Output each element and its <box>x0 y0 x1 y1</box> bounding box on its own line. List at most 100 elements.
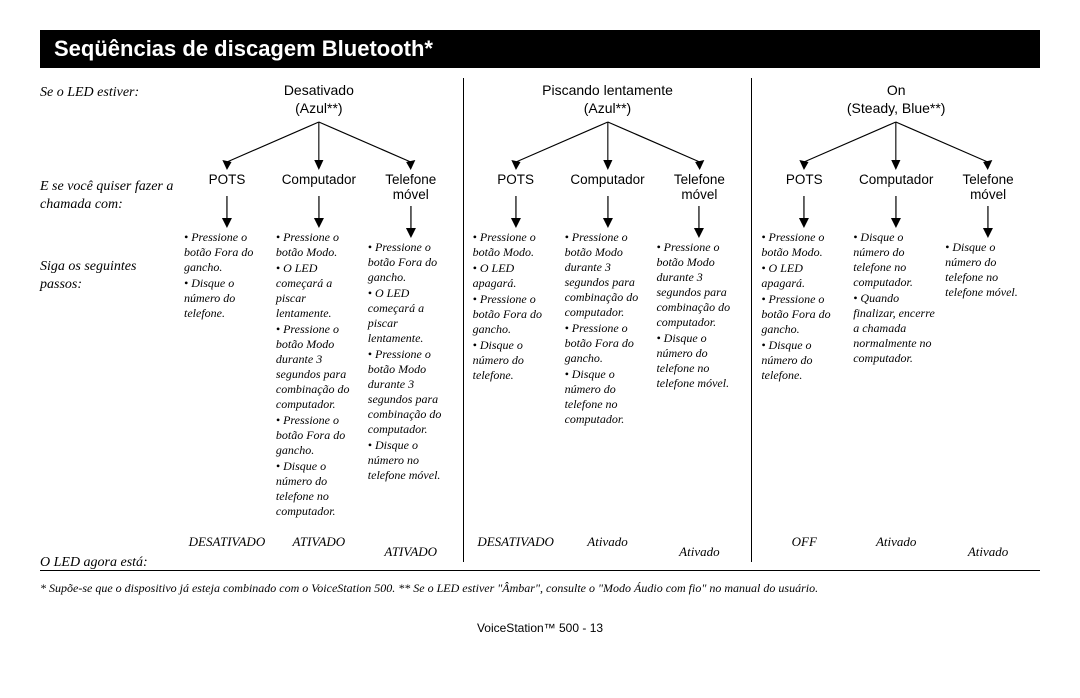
device-column: Computador • Pressione o botão Modo dura… <box>562 172 654 562</box>
step-line: • Disque o número do telefone no computa… <box>853 230 939 290</box>
label-call-with: E se você quiser fazer a chamada com: <box>40 178 175 213</box>
steps-block: • Pressione o botão Modo durante 3 segun… <box>656 240 742 540</box>
steps-block: • Pressione o botão Fora do gancho.• O L… <box>368 240 454 540</box>
label-steps: Siga os seguintes passos: <box>40 258 175 293</box>
step-line: • Disque o número do telefone no computa… <box>565 367 651 427</box>
down-arrow-icon <box>368 204 454 240</box>
down-arrow-icon <box>853 194 939 230</box>
page-number: VoiceStation™ 500 - 13 <box>40 621 1040 635</box>
step-line: • Disque o número no telefone móvel. <box>368 438 454 483</box>
step-line: • Disque o número do telefone. <box>473 338 559 383</box>
title-bar: Seqüências de discagem Bluetooth* <box>40 30 1040 68</box>
page: Seqüências de discagem Bluetooth* Se o L… <box>0 0 1080 655</box>
fan-arrows-icon <box>181 120 457 172</box>
group: Desativado (Azul**) POTS • Pressione o b… <box>175 78 464 562</box>
device-column: POTS • Pressione o botão Modo.• O LED ap… <box>470 172 562 562</box>
step-line: • Disque o número do telefone no telefon… <box>945 240 1031 300</box>
step-line: • Quando finalizar, encerre a chamada no… <box>853 291 939 366</box>
down-arrow-icon <box>473 194 559 230</box>
step-line: • O LED apagará. <box>473 261 559 291</box>
group-header-line1: Desativado <box>284 82 354 98</box>
content-wrap: Se o LED estiver: E se você quiser fazer… <box>40 78 1040 571</box>
step-line: • Pressione o botão Modo durante 3 segun… <box>656 240 742 330</box>
group: Piscando lentamente (Azul**) POTS • Pres… <box>464 78 753 562</box>
label-led-now: O LED agora está: <box>40 554 148 572</box>
device-column: POTS • Pressione o botão Modo.• O LED ap… <box>758 172 850 562</box>
step-line: • Disque o número do telefone. <box>184 276 270 321</box>
step-line: • Pressione o botão Fora do gancho. <box>761 292 847 337</box>
group-header-line1: Piscando lentamente <box>542 82 673 98</box>
device-header: POTS <box>761 172 847 192</box>
device-column: Computador • Disque o número do telefone… <box>850 172 942 562</box>
led-now-value: DESATIVADO <box>184 534 270 552</box>
led-now-value: ATIVADO <box>368 544 454 562</box>
fan-arrows-icon <box>758 120 1034 172</box>
step-line: • Pressione o botão Fora do gancho. <box>368 240 454 285</box>
led-now-value: Ativado <box>853 534 939 552</box>
group-header-line1: On <box>887 82 906 98</box>
led-now-value: Ativado <box>565 534 651 552</box>
led-now-value: Ativado <box>945 544 1031 562</box>
device-header: Telefone móvel <box>945 172 1031 202</box>
page-title: Seqüências de discagem Bluetooth* <box>54 36 433 61</box>
step-line: • Pressione o botão Modo durante 3 segun… <box>565 230 651 320</box>
device-header: Telefone móvel <box>368 172 454 202</box>
steps-block: • Disque o número do telefone no telefon… <box>945 240 1031 540</box>
group-header: Piscando lentamente (Azul**) <box>470 82 746 120</box>
device-row: POTS • Pressione o botão Fora do gancho.… <box>181 172 457 562</box>
device-header: Telefone móvel <box>656 172 742 202</box>
footnote: * Supõe-se que o dispositivo já esteja c… <box>40 581 1040 597</box>
led-now-value: OFF <box>761 534 847 552</box>
step-line: • O LED começará a piscar lentamente. <box>368 286 454 346</box>
down-arrow-icon <box>184 194 270 230</box>
device-header: POTS <box>184 172 270 192</box>
led-now-value: DESATIVADO <box>473 534 559 552</box>
device-column: Computador • Pressione o botão Modo.• O … <box>273 172 365 562</box>
group-header-line2: (Steady, Blue**) <box>847 100 946 116</box>
steps-block: • Disque o número do telefone no computa… <box>853 230 939 530</box>
device-column: Telefone móvel • Pressione o botão Modo … <box>653 172 745 562</box>
device-header: Computador <box>853 172 939 192</box>
step-line: • Pressione o botão Modo durante 3 segun… <box>276 322 362 412</box>
step-line: • Disque o número do telefone no computa… <box>276 459 362 519</box>
steps-block: • Pressione o botão Modo.• O LED apagará… <box>473 230 559 530</box>
down-arrow-icon <box>945 204 1031 240</box>
down-arrow-icon <box>565 194 651 230</box>
step-line: • Pressione o botão Fora do gancho. <box>565 321 651 366</box>
device-row: POTS • Pressione o botão Modo.• O LED ap… <box>470 172 746 562</box>
device-row: POTS • Pressione o botão Modo.• O LED ap… <box>758 172 1034 562</box>
step-line: • Disque o número do telefone. <box>761 338 847 383</box>
step-line: • Disque o número do telefone no telefon… <box>656 331 742 391</box>
step-line: • Pressione o botão Fora do gancho. <box>184 230 270 275</box>
fan-arrows-icon <box>470 120 746 172</box>
step-line: • Pressione o botão Modo. <box>761 230 847 260</box>
device-header: Computador <box>276 172 362 192</box>
down-arrow-icon <box>276 194 362 230</box>
device-column: POTS • Pressione o botão Fora do gancho.… <box>181 172 273 562</box>
step-line: • Pressione o botão Modo. <box>473 230 559 260</box>
steps-block: • Pressione o botão Modo.• O LED começar… <box>276 230 362 530</box>
steps-block: • Pressione o botão Modo.• O LED apagará… <box>761 230 847 530</box>
device-column: Telefone móvel • Pressione o botão Fora … <box>365 172 457 562</box>
label-led-state: Se o LED estiver: <box>40 84 139 102</box>
group-header-line2: (Azul**) <box>584 100 631 116</box>
led-now-value: Ativado <box>656 544 742 562</box>
groups-container: Desativado (Azul**) POTS • Pressione o b… <box>175 78 1040 562</box>
step-line: • O LED apagará. <box>761 261 847 291</box>
device-header: Computador <box>565 172 651 192</box>
down-arrow-icon <box>761 194 847 230</box>
group: On (Steady, Blue**) POTS • Pressione o b… <box>752 78 1040 562</box>
group-header-line2: (Azul**) <box>295 100 342 116</box>
step-line: • Pressione o botão Fora do gancho. <box>276 413 362 458</box>
device-column: Telefone móvel • Disque o número do tele… <box>942 172 1034 562</box>
led-now-value: ATIVADO <box>276 534 362 552</box>
step-line: • Pressione o botão Modo. <box>276 230 362 260</box>
down-arrow-icon <box>656 204 742 240</box>
steps-block: • Pressione o botão Fora do gancho.• Dis… <box>184 230 270 530</box>
step-line: • Pressione o botão Fora do gancho. <box>473 292 559 337</box>
step-line: • Pressione o botão Modo durante 3 segun… <box>368 347 454 437</box>
step-line: • O LED começará a piscar lentamente. <box>276 261 362 321</box>
group-header: On (Steady, Blue**) <box>758 82 1034 120</box>
steps-block: • Pressione o botão Modo durante 3 segun… <box>565 230 651 530</box>
group-header: Desativado (Azul**) <box>181 82 457 120</box>
